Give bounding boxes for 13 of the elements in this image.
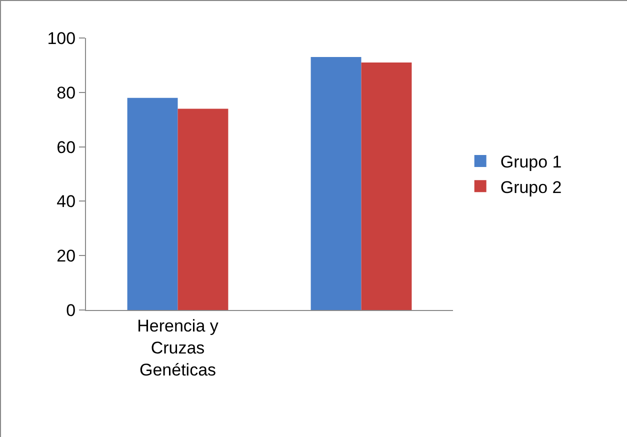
y-tick-label: 100 — [47, 28, 76, 48]
y-tick-label: 20 — [56, 246, 76, 266]
bar — [178, 108, 228, 310]
legend-label: Grupo 1 — [500, 152, 562, 172]
y-tick-label: 0 — [66, 300, 76, 320]
y-tick-label: 60 — [56, 138, 76, 157]
legend-label: Grupo 2 — [500, 178, 562, 197]
bar — [310, 57, 362, 310]
y-tick-label: 40 — [56, 192, 76, 212]
bar — [127, 98, 178, 310]
x-tick-label: Herencia y Cruzas Genéticas — [137, 316, 219, 380]
bar — [361, 62, 412, 310]
y-tick-label: 80 — [56, 83, 76, 102]
